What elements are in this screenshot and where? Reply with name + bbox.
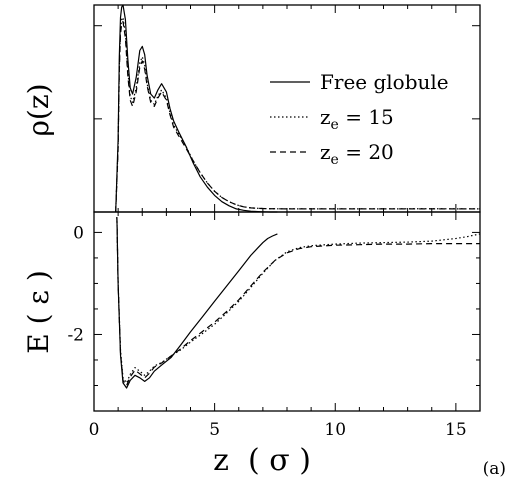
legend-label-free-globule: Free globule <box>320 70 449 94</box>
bottom-xtick-label: 5 <box>209 420 220 440</box>
bottom-series-solid <box>116 217 278 389</box>
top-series-dashed <box>115 21 480 213</box>
bottom-ytick-label: 0 <box>73 223 84 243</box>
bottom-ytick-label: -2 <box>67 325 84 345</box>
top-series-dotted <box>115 16 480 213</box>
bottom-xlabel: z ( σ ) <box>213 443 311 478</box>
top-panel-frame <box>93 4 481 213</box>
bottom-panel-frame <box>93 211 481 412</box>
top-ylabel: ρ(z) <box>22 83 55 136</box>
legend: Free globule ze = 15 ze = 20 <box>270 70 449 168</box>
bottom-series-dotted <box>116 217 481 384</box>
legend-label-ze15: ze = 15 <box>320 105 394 133</box>
legend-label-ze20: ze = 20 <box>320 140 394 168</box>
top-panel-series <box>115 4 480 213</box>
top-panel-ticks <box>93 5 481 212</box>
bottom-panel-ticks: -2 0 0 5 10 15 <box>67 212 481 440</box>
top-series-solid <box>115 4 278 213</box>
bottom-series-dashed <box>116 217 480 387</box>
bottom-xtick-label: 10 <box>324 420 346 440</box>
bottom-ylabel: E ( ε ) <box>22 270 55 354</box>
bottom-panel-series <box>116 217 481 389</box>
panel-label: (a) <box>483 459 506 479</box>
bottom-xtick-label: 0 <box>89 420 100 440</box>
bottom-xtick-label: 15 <box>445 420 467 440</box>
